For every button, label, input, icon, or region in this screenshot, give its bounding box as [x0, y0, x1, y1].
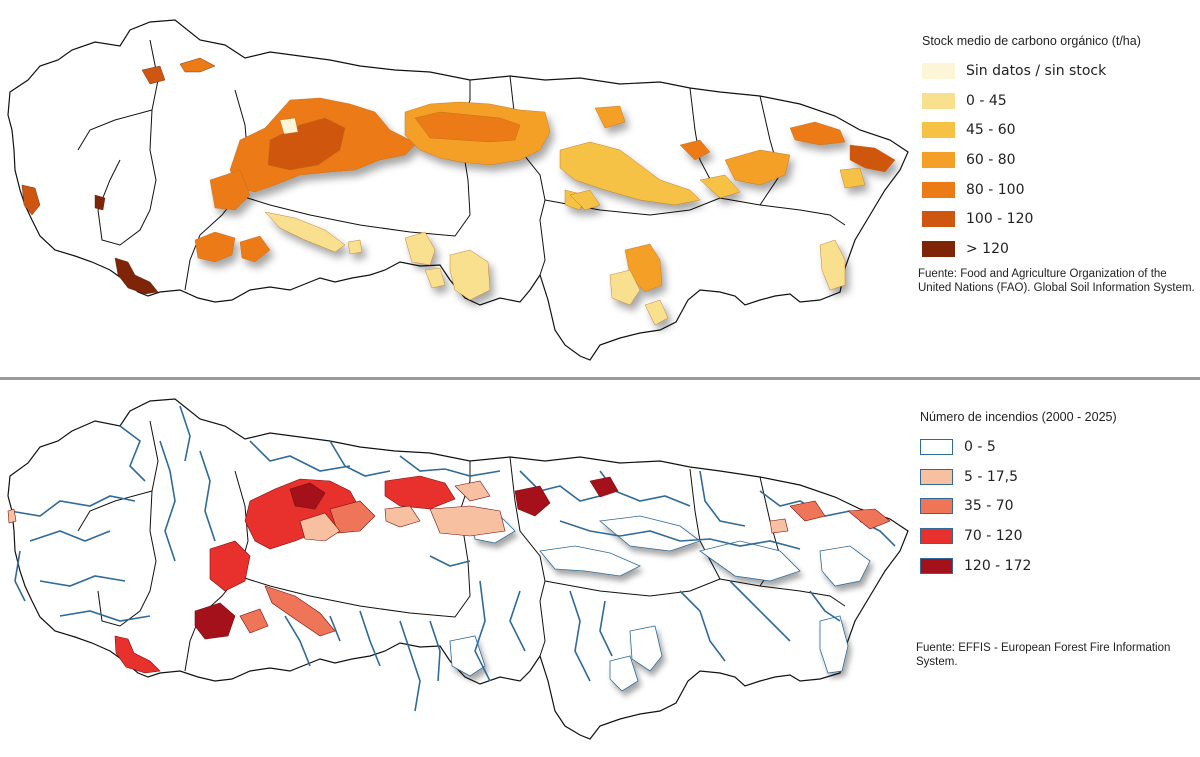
- legend-item: 120 - 172: [920, 551, 1117, 581]
- legend-item: 70 - 120: [920, 521, 1117, 551]
- legend-label: 60 - 80: [966, 151, 1016, 168]
- legend-swatch: [920, 468, 953, 485]
- legend-label: 100 - 120: [966, 211, 1034, 228]
- legend-swatch: [920, 527, 953, 544]
- soil-carbon-legend: Stock medio de carbono orgánico (t/ha) S…: [922, 34, 1141, 264]
- source-note: Fuente: Food and Agriculture Organizatio…: [918, 268, 1195, 294]
- region-outline: [7, 19, 909, 361]
- soil-carbon-patches: [194, 97, 896, 326]
- legend-item: 100 - 120: [922, 204, 1141, 234]
- rivers: [9, 405, 896, 712]
- legend-swatch: [922, 240, 955, 257]
- legend-label: 0 - 45: [966, 92, 1007, 109]
- coastal-high-carbon-patches: [21, 57, 216, 295]
- legend-swatch: [920, 498, 953, 515]
- legend-label: 120 - 172: [964, 557, 1032, 574]
- legend-item: 0 - 45: [922, 86, 1141, 116]
- legend-swatch: [922, 151, 955, 168]
- legend-swatch: [920, 438, 953, 455]
- legend-item: > 120: [922, 234, 1141, 264]
- legend-swatch: [922, 62, 955, 79]
- legend-swatch: [922, 211, 955, 228]
- legend-title: Stock medio de carbono orgánico (t/ha): [922, 34, 1141, 48]
- legend-swatch: [922, 122, 955, 139]
- fire-count-patches: [7, 475, 891, 674]
- legend-title: Número de incendios (2000 - 2025): [920, 410, 1117, 424]
- legend-label: 35 - 70: [964, 498, 1014, 515]
- panel-divider: [0, 377, 1200, 380]
- region-outline: [7, 398, 909, 740]
- legend-label: 45 - 60: [966, 122, 1016, 139]
- legend-swatch: [922, 181, 955, 198]
- wildfire-map-panel: Número de incendios (2000 - 2025) 0 - 5 5…: [0, 381, 1200, 757]
- legend-item: 45 - 60: [922, 115, 1141, 145]
- legend-label: > 120: [966, 240, 1009, 257]
- legend-item: Sin datos / sin stock: [922, 56, 1141, 86]
- legend-label: 70 - 120: [964, 527, 1023, 544]
- legend-item: 5 - 17,5: [920, 462, 1117, 492]
- soil-carbon-map: [7, 19, 909, 361]
- legend-swatch: [920, 557, 953, 574]
- legend-label: 80 - 100: [966, 181, 1025, 198]
- legend-label: 0 - 5: [964, 438, 996, 455]
- wildfire-legend: Número de incendios (2000 - 2025) 0 - 5 5…: [920, 410, 1117, 580]
- legend-item: 0 - 5: [920, 432, 1117, 462]
- legend-swatch: [922, 92, 955, 109]
- legend-label: Sin datos / sin stock: [966, 62, 1107, 79]
- legend-label: 5 - 17,5: [964, 468, 1019, 485]
- soil-carbon-map-panel: Stock medio de carbono orgánico (t/ha) S…: [0, 0, 1200, 378]
- legend-item: 35 - 70: [920, 491, 1117, 521]
- legend-item: 60 - 80: [922, 145, 1141, 175]
- source-note: Fuente: EFFIS - European Forest Fire Inf…: [916, 642, 1171, 668]
- legend-item: 80 - 100: [922, 175, 1141, 205]
- wildfire-map: [7, 398, 909, 740]
